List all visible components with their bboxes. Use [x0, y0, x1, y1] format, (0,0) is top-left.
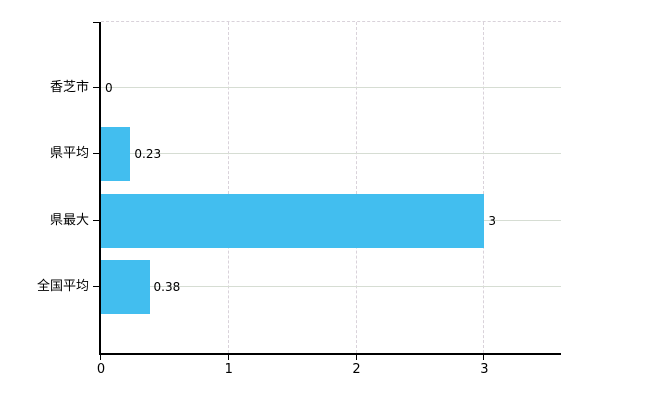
x-axis-tick — [227, 355, 229, 360]
category-label: 県最大 — [49, 212, 89, 228]
vertical-gridline — [355, 22, 357, 353]
bar-value-label: 0 — [105, 81, 113, 96]
row-gridline — [101, 153, 561, 155]
y-axis-tick — [93, 153, 101, 155]
bar — [101, 259, 150, 314]
y-axis-tick — [93, 87, 101, 89]
x-axis-tick — [100, 355, 101, 360]
y-axis-tick — [93, 285, 101, 287]
vertical-gridline — [483, 22, 485, 353]
plot-area: 0 1 2 3 香芝市 0 県平均 0.23 県最大 3 全国平均 0.38 — [37, 21, 561, 377]
x-tick-label: 2 — [352, 362, 361, 377]
category-label: 香芝市 — [49, 80, 89, 96]
x-tick-label: 3 — [480, 362, 489, 377]
x-axis-tick — [355, 355, 357, 360]
bar-value-label: 3 — [488, 213, 496, 228]
bar-value-label: 0.23 — [134, 147, 162, 162]
x-tick-label: 1 — [224, 362, 233, 377]
category-label: 県平均 — [49, 146, 89, 162]
bar — [101, 127, 131, 182]
x-axis-tick — [483, 355, 485, 360]
bar-value-label: 0.38 — [153, 279, 181, 294]
plot-top-border — [101, 21, 561, 22]
category-label: 全国平均 — [36, 278, 89, 294]
bar — [101, 193, 485, 248]
y-axis-tick — [93, 219, 101, 221]
x-tick-label: 0 — [96, 362, 106, 377]
row-gridline — [101, 87, 561, 89]
row-gridline — [101, 285, 561, 287]
vertical-gridline — [227, 22, 229, 353]
y-axis-top-tick — [93, 22, 101, 23]
